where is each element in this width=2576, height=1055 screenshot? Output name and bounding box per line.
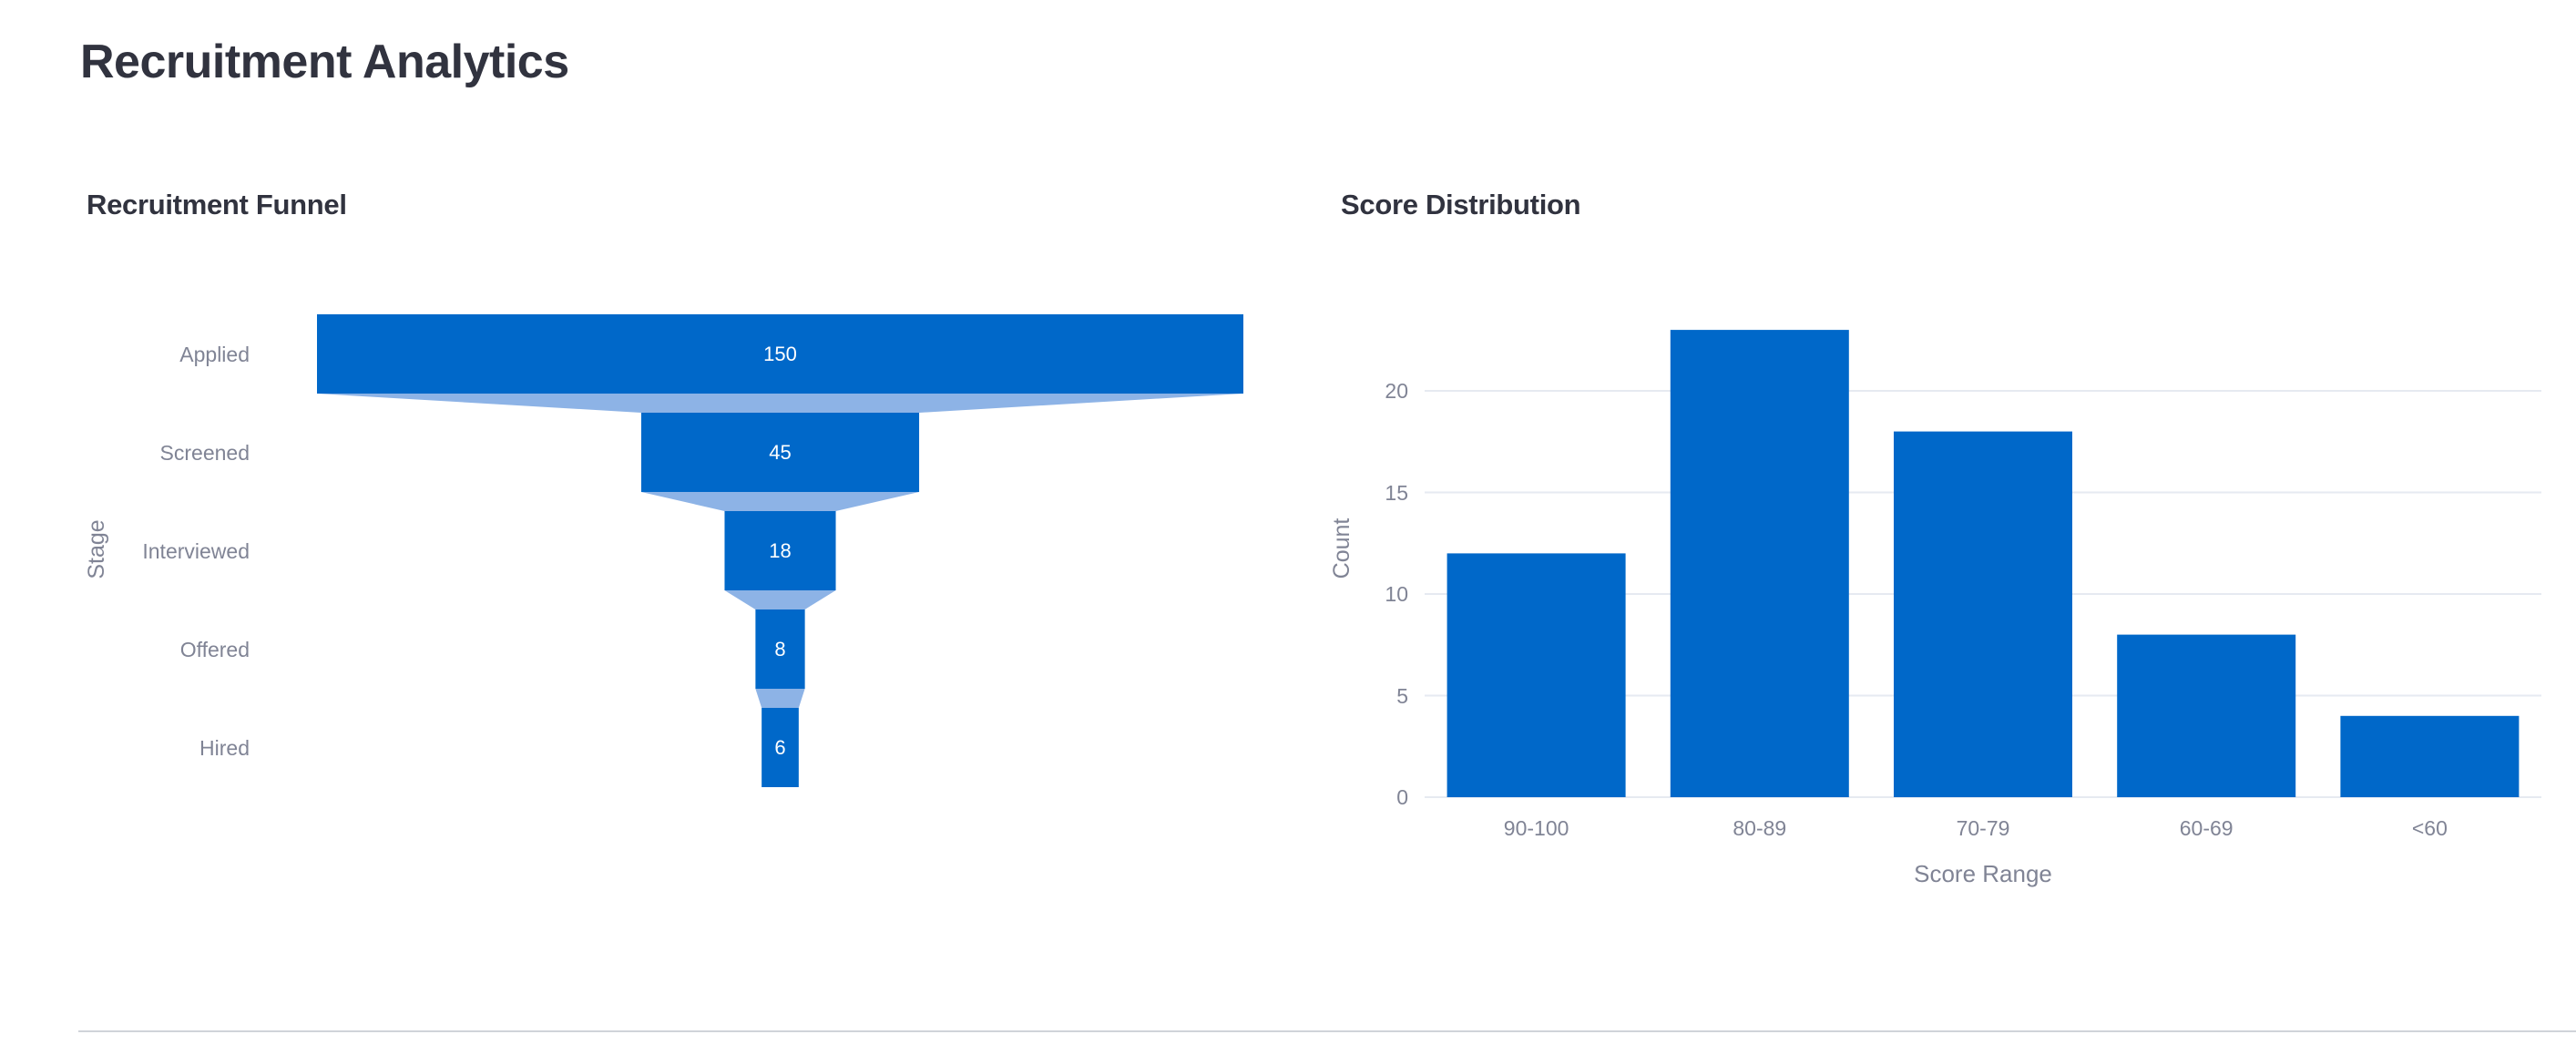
- funnel-stage-label: Applied: [179, 342, 250, 366]
- page-title: Recruitment Analytics: [80, 36, 569, 88]
- score-bar[interactable]: [1446, 553, 1626, 797]
- y-tick-label: 5: [1396, 683, 1408, 708]
- funnel-bar-offered[interactable]: [755, 609, 805, 689]
- funnel-bar-screened[interactable]: [640, 413, 920, 492]
- recruitment-funnel-chart[interactable]: Stage 150 Applied 45 Screened 18 Interviewed 8…: [0, 273, 1275, 838]
- score-bar[interactable]: [2117, 634, 2296, 797]
- funnel-connector: [317, 394, 1243, 413]
- funnel-value-label: 6: [774, 735, 786, 759]
- x-tick-label: 60-69: [2179, 816, 2234, 840]
- y-tick-label: 0: [1396, 785, 1408, 809]
- funnel-y-axis-title: Stage: [84, 519, 109, 579]
- score-distribution-chart[interactable]: Count Score Range 0 5 10 15 20 90-100 80-89 70-…: [1275, 273, 2576, 911]
- funnel-stage-label: Hired: [199, 735, 250, 760]
- funnel-bar-applied[interactable]: [317, 314, 1243, 394]
- funnel-plot[interactable]: [0, 273, 1275, 838]
- score-bar[interactable]: [2340, 715, 2520, 797]
- funnel-stage-label: Interviewed: [142, 538, 250, 563]
- funnel-bar-hired[interactable]: [762, 708, 799, 787]
- x-tick-label: 80-89: [1733, 816, 1787, 840]
- funnel-connector: [755, 689, 805, 708]
- distribution-plot[interactable]: [1275, 273, 2576, 911]
- y-tick-label: 15: [1385, 480, 1408, 505]
- x-tick-label: 90-100: [1503, 816, 1569, 840]
- funnel-connector: [724, 590, 836, 609]
- funnel-value-label: 45: [769, 440, 792, 464]
- distribution-x-axis-title: Score Range: [1914, 860, 2052, 887]
- funnel-value-label: 8: [774, 637, 786, 661]
- funnel-connector: [640, 492, 920, 511]
- funnel-stage-label: Screened: [159, 440, 250, 465]
- funnel-bar-interviewed[interactable]: [724, 511, 836, 590]
- y-tick-label: 10: [1385, 582, 1408, 606]
- section-divider: [78, 1030, 2576, 1032]
- distribution-y-axis-title: Count: [1329, 517, 1354, 579]
- funnel-chart-title: Recruitment Funnel: [87, 189, 347, 220]
- score-bar[interactable]: [1894, 431, 2072, 797]
- y-tick-label: 20: [1385, 379, 1408, 403]
- distribution-chart-title: Score Distribution: [1341, 189, 1581, 220]
- x-tick-label: 70-79: [1956, 816, 2010, 840]
- funnel-value-label: 18: [769, 538, 792, 562]
- funnel-value-label: 150: [763, 342, 797, 365]
- funnel-stage-label: Offered: [179, 637, 250, 661]
- score-bar[interactable]: [1670, 330, 1849, 798]
- x-tick-label: <60: [2411, 816, 2448, 840]
